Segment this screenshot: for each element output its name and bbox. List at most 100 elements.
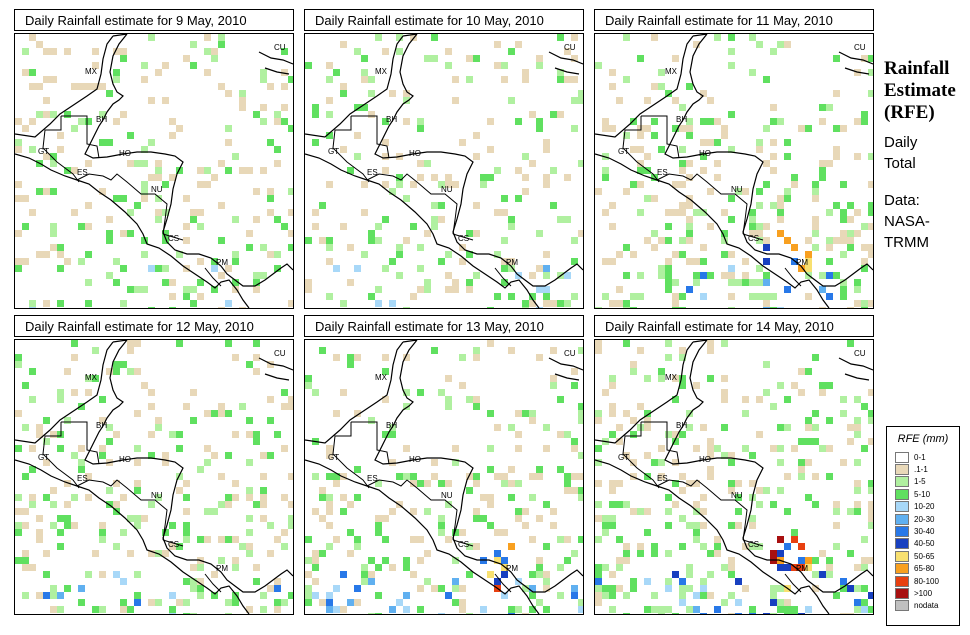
rainfall-cell — [854, 396, 861, 403]
rainfall-cell — [368, 578, 375, 585]
rainfall-cell — [515, 431, 522, 438]
rainfall-cell — [861, 564, 868, 571]
rainfall-cell — [417, 480, 424, 487]
rainfall-cell — [854, 459, 861, 466]
rainfall-cell — [487, 522, 494, 529]
rainfall-cell — [197, 209, 204, 216]
rainfall-cell — [36, 111, 43, 118]
rainfall-cell — [616, 480, 623, 487]
rainfall-cell — [375, 613, 382, 614]
rainfall-cell — [15, 361, 22, 368]
rainfall-cell — [64, 585, 71, 592]
rainfall-cell — [501, 279, 508, 286]
coastline — [258, 357, 293, 381]
rainfall-cell — [312, 550, 319, 557]
rainfall-cell — [389, 459, 396, 466]
rainfall-cell — [22, 592, 29, 599]
rainfall-cell — [564, 272, 571, 279]
rainfall-cell — [326, 132, 333, 139]
rainfall-cell — [770, 403, 777, 410]
rainfall-cell — [833, 508, 840, 515]
coastline — [15, 153, 250, 308]
rainfall-cell — [529, 571, 536, 578]
rainfall-cell — [868, 55, 873, 62]
rainfall-cell — [197, 564, 204, 571]
rainfall-cell — [319, 202, 326, 209]
country-label: CS — [168, 540, 179, 549]
rainfall-cell — [15, 557, 22, 564]
rainfall-cell — [501, 480, 508, 487]
rainfall-cell — [113, 543, 120, 550]
rainfall-cell — [833, 202, 840, 209]
rainfall-cell — [162, 97, 169, 104]
rainfall-cell — [536, 354, 543, 361]
rainfall-cell — [543, 251, 550, 258]
rainfall-cell — [644, 578, 651, 585]
rainfall-cell — [162, 265, 169, 272]
rainfall-cell — [190, 389, 197, 396]
rainfall-cell — [382, 181, 389, 188]
rainfall-cell — [22, 258, 29, 265]
rainfall-cell — [232, 354, 239, 361]
rainfall-cell — [763, 237, 770, 244]
rainfall-cell — [805, 557, 812, 564]
rainfall-cell — [92, 83, 99, 90]
country-label: PM — [216, 564, 228, 573]
rainfall-cell — [288, 125, 293, 132]
rainfall-cell — [578, 606, 583, 613]
rainfall-cell — [658, 473, 665, 480]
rainfall-cell — [134, 599, 141, 606]
title-line: (RFE) — [884, 102, 935, 123]
rainfall-cell — [595, 515, 602, 522]
rainfall-cell — [763, 300, 770, 307]
rainfall-cell — [312, 223, 319, 230]
rainfall-cell — [644, 167, 651, 174]
rainfall-cell — [99, 396, 106, 403]
country-label: PM — [506, 564, 518, 573]
rainfall-cell — [868, 209, 873, 216]
rainfall-cell — [267, 83, 274, 90]
rainfall-cell — [225, 265, 232, 272]
rainfall-cell — [770, 592, 777, 599]
rainfall-cell — [480, 181, 487, 188]
panel-title: Daily Rainfall estimate for 11 May, 2010 — [594, 9, 874, 31]
rainfall-cell — [651, 174, 658, 181]
rainfall-cell — [777, 195, 784, 202]
rainfall-cell — [431, 223, 438, 230]
rainfall-cell — [403, 564, 410, 571]
rainfall-cell — [43, 153, 50, 160]
rainfall-cell — [340, 300, 347, 307]
rainfall-cell — [679, 599, 686, 606]
rainfall-cell — [466, 251, 473, 258]
legend-item: 0-1 — [887, 451, 959, 463]
rainfall-cell — [679, 167, 686, 174]
rainfall-cell — [651, 34, 658, 41]
rainfall-cell — [686, 522, 693, 529]
rainfall-cell — [868, 410, 873, 417]
rainfall-cell — [403, 97, 410, 104]
rainfall-cell — [805, 564, 812, 571]
rainfall-cell — [141, 188, 148, 195]
rainfall-cell — [162, 237, 169, 244]
rainfall-cell — [452, 76, 459, 83]
rainfall-cell — [707, 466, 714, 473]
coastline — [838, 51, 873, 75]
rainfall-cell — [550, 111, 557, 118]
rainfall-cell — [190, 613, 197, 614]
rainfall-cell — [868, 223, 873, 230]
rainfall-cell — [281, 389, 288, 396]
rainfall-cell — [274, 599, 281, 606]
rainfall-cell — [29, 466, 36, 473]
country-label: GT — [618, 453, 629, 462]
rainfall-cell — [218, 272, 225, 279]
rainfall-cell — [571, 585, 578, 592]
rainfall-cell — [253, 578, 260, 585]
rainfall-cell — [15, 529, 22, 536]
rainfall-cell — [508, 347, 515, 354]
rainfall-cell — [50, 522, 57, 529]
rainfall-cell — [819, 167, 826, 174]
rainfall-cell — [501, 557, 508, 564]
rainfall-cell — [155, 265, 162, 272]
rainfall-cell — [742, 585, 749, 592]
rainfall-cell — [679, 543, 686, 550]
